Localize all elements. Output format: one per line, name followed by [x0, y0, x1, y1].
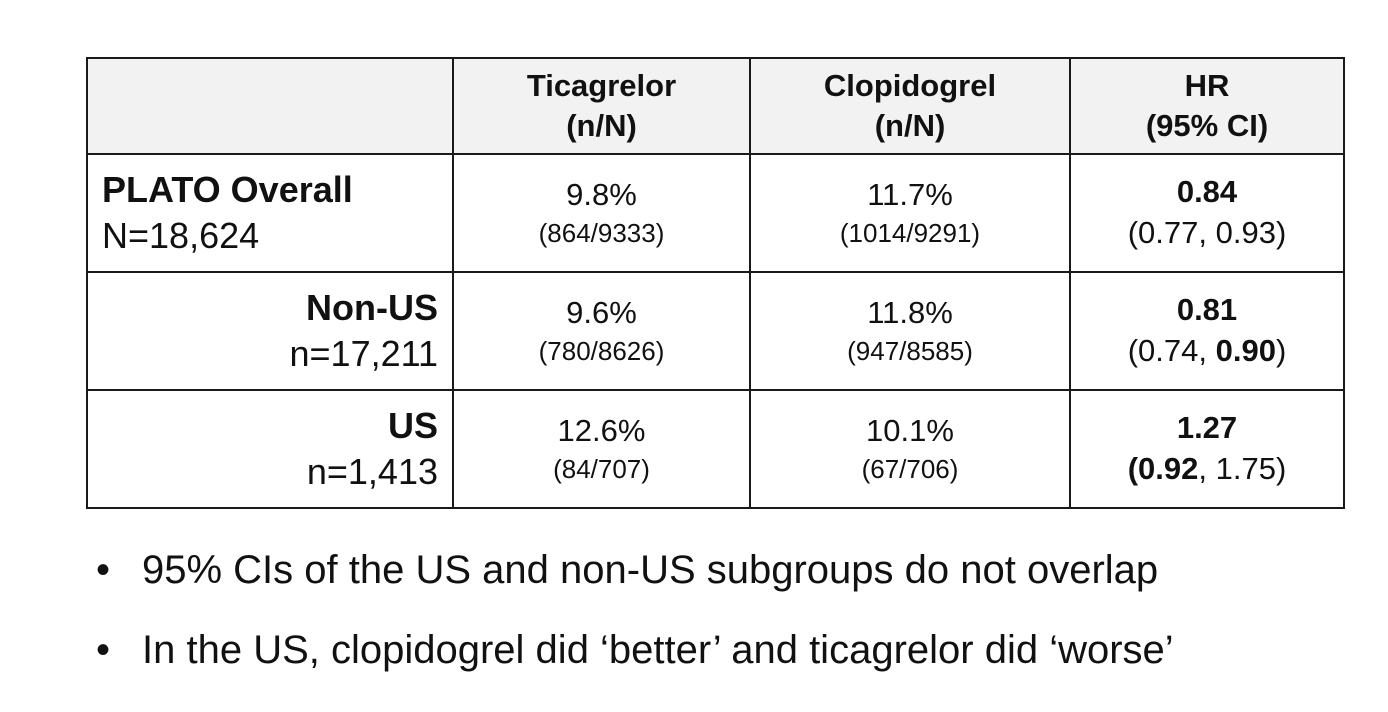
header-sublabel: (n/N)	[874, 108, 946, 143]
ci-low: 0.74	[1138, 333, 1199, 368]
ci-open: (	[1127, 215, 1139, 250]
event-count: (864/9333)	[538, 218, 665, 248]
table-row: US n=1,413 12.6% (84/707) 10.1% (67/706)…	[86, 389, 1345, 509]
group-name: PLATO Overall	[102, 169, 353, 210]
event-rate: 11.7%	[867, 177, 953, 212]
header-clopidogrel: Clopidogrel (n/N)	[749, 57, 1071, 155]
ci-close: )	[1275, 333, 1287, 368]
bullet-item: • In the US, clopidogrel did ‘better’ an…	[96, 626, 1174, 674]
ci-open: (	[1127, 333, 1139, 368]
bullet-marker: •	[96, 548, 111, 592]
confidence-interval: (0.77, 0.93)	[1071, 212, 1343, 254]
ci-low: 0.92	[1138, 451, 1199, 486]
clopidogrel-cell: 11.8% (947/8585)	[749, 271, 1071, 391]
event-count: (67/706)	[861, 454, 959, 484]
hr-cell: 0.81 (0.74, 0.90)	[1069, 271, 1345, 391]
ci-sep: ,	[1198, 333, 1216, 368]
table-row: Non-US n=17,211 9.6% (780/8626) 11.8% (9…	[86, 271, 1345, 391]
bullet-item: • 95% CIs of the US and non-US subgroups…	[96, 546, 1174, 594]
bullet-list: • 95% CIs of the US and non-US subgroups…	[96, 546, 1174, 706]
group-n: n=1,413	[306, 451, 438, 492]
ci-high: 1.75	[1215, 451, 1276, 486]
header-sublabel: (95% CI)	[1145, 108, 1269, 143]
event-rate: 10.1%	[866, 413, 954, 448]
bullet-text: In the US, clopidogrel did ‘better’ and …	[142, 628, 1174, 672]
ticagrelor-cell: 9.6% (780/8626)	[452, 271, 751, 391]
table-row: PLATO Overall N=18,624 9.8% (864/9333) 1…	[86, 153, 1345, 273]
event-rate: 11.8%	[867, 295, 953, 330]
ci-sep: ,	[1198, 451, 1216, 486]
clopidogrel-cell: 10.1% (67/706)	[749, 389, 1071, 509]
ci-open: (	[1127, 451, 1139, 486]
group-n: n=17,211	[289, 333, 438, 374]
confidence-interval: (0.74, 0.90)	[1071, 330, 1343, 372]
header-sublabel: (n/N)	[566, 108, 637, 143]
header-ticagrelor: Ticagrelor (n/N)	[452, 57, 751, 155]
header-label: HR	[1184, 68, 1230, 103]
group-cell: Non-US n=17,211	[86, 271, 454, 391]
header-hr: HR (95% CI)	[1069, 57, 1345, 155]
ci-sep: ,	[1198, 215, 1216, 250]
bullet-marker: •	[96, 628, 111, 672]
hazard-ratio: 0.84	[1176, 174, 1238, 209]
hazard-ratio: 1.27	[1176, 410, 1238, 445]
ci-close: )	[1275, 451, 1287, 486]
clopidogrel-cell: 11.7% (1014/9291)	[749, 153, 1071, 273]
header-empty-cell	[86, 57, 454, 155]
header-row: Ticagrelor (n/N) Clopidogrel (n/N) HR (9…	[86, 57, 1345, 155]
group-cell: PLATO Overall N=18,624	[86, 153, 454, 273]
ci-close: )	[1275, 215, 1287, 250]
event-count: (1014/9291)	[839, 218, 981, 248]
ci-high: 0.90	[1215, 333, 1276, 368]
hr-cell: 1.27 (0.92, 1.75)	[1069, 389, 1345, 509]
group-name: Non-US	[306, 287, 438, 328]
group-name: US	[387, 405, 438, 446]
event-count: (947/8585)	[847, 336, 973, 366]
group-n: N=18,624	[102, 215, 260, 256]
hr-cell: 0.84 (0.77, 0.93)	[1069, 153, 1345, 273]
event-rate: 12.6%	[557, 413, 646, 448]
ticagrelor-cell: 12.6% (84/707)	[452, 389, 751, 509]
confidence-interval: (0.92, 1.75)	[1071, 448, 1343, 490]
hazard-ratio: 0.81	[1176, 292, 1238, 327]
bullet-text: 95% CIs of the US and non-US subgroups d…	[142, 548, 1159, 592]
group-cell: US n=1,413	[86, 389, 454, 509]
ticagrelor-cell: 9.8% (864/9333)	[452, 153, 751, 273]
event-rate: 9.6%	[566, 295, 637, 330]
header-label: Ticagrelor	[526, 68, 677, 103]
results-table: Ticagrelor (n/N) Clopidogrel (n/N) HR (9…	[86, 57, 1345, 509]
ci-high: 0.93	[1215, 215, 1276, 250]
ci-low: 0.77	[1138, 215, 1199, 250]
event-rate: 9.8%	[566, 177, 637, 212]
event-count: (84/707)	[553, 454, 650, 484]
header-label: Clopidogrel	[823, 68, 997, 103]
event-count: (780/8626)	[538, 336, 665, 366]
